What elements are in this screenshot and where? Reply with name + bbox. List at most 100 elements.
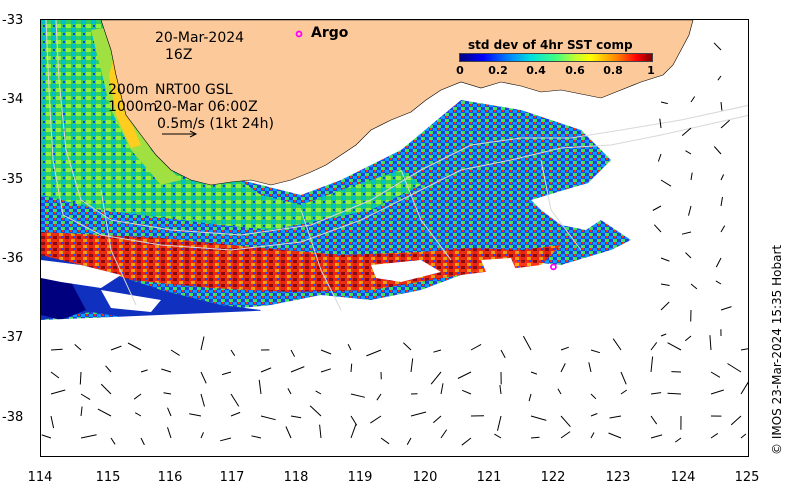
current-vector <box>410 358 414 373</box>
current-vector <box>50 389 66 395</box>
current-vector <box>251 435 262 439</box>
current-vector <box>350 363 353 373</box>
current-vector <box>161 368 172 373</box>
current-vector <box>684 335 692 342</box>
current-vector <box>530 436 540 439</box>
colorbar-tick: 0.8 <box>603 64 623 77</box>
colorbar-tick: 0.6 <box>565 64 585 77</box>
current-vector <box>140 369 148 373</box>
current-vector <box>350 393 366 398</box>
current-vector <box>380 437 390 445</box>
current-vector <box>50 348 63 351</box>
current-vector <box>41 434 52 439</box>
current-vector <box>590 393 597 400</box>
current-vector <box>189 413 202 417</box>
current-vector <box>457 371 472 379</box>
current-vector <box>557 388 562 395</box>
current-vector <box>258 379 262 395</box>
sst-map <box>41 20 748 456</box>
current-vector <box>140 437 145 446</box>
product-time: 20-Mar 06:00Z <box>154 99 258 115</box>
current-vector <box>720 225 726 233</box>
current-vector <box>50 415 55 429</box>
current-vector <box>653 224 662 233</box>
current-vector <box>500 349 506 359</box>
current-vector <box>432 415 442 424</box>
credit-text: © IMOS 23-Mar-2024 15:35 Hobart <box>770 244 784 455</box>
lon-label: 123 <box>605 470 631 485</box>
current-vector <box>80 434 97 439</box>
current-vector <box>163 392 172 395</box>
current-vector <box>667 392 682 395</box>
depth-label-1000m: 1000m <box>108 99 158 115</box>
map-area[interactable] <box>40 19 749 457</box>
current-vector <box>133 393 142 400</box>
current-vector <box>170 349 180 356</box>
current-vector <box>105 365 112 373</box>
current-vector <box>350 423 357 439</box>
current-vector <box>681 127 692 136</box>
product-label: NRT00 GSL <box>155 82 233 98</box>
current-vector <box>79 371 82 385</box>
current-vector <box>530 415 547 421</box>
current-vector <box>499 385 502 395</box>
current-vector <box>230 393 240 407</box>
current-vector <box>685 252 692 259</box>
current-vector <box>727 363 742 373</box>
current-vector <box>497 415 502 431</box>
colorbar-title: std dev of 4hr SST comp <box>468 38 633 52</box>
lat-label: -35 <box>2 172 24 187</box>
current-vector <box>667 342 682 351</box>
current-vector <box>260 367 272 373</box>
current-vector <box>200 432 204 439</box>
current-vector <box>461 437 472 446</box>
current-vector <box>650 392 662 395</box>
current-vector <box>376 393 382 401</box>
current-vector <box>167 407 172 417</box>
current-vector <box>440 429 448 439</box>
current-vector <box>494 433 502 439</box>
current-vector <box>560 363 566 373</box>
scale-label: 0.5m/s (1kt 24h) <box>157 116 274 132</box>
current-vector <box>309 405 322 417</box>
lon-label: 115 <box>95 470 121 485</box>
current-vector <box>690 283 698 290</box>
colorbar <box>459 53 653 62</box>
map-date: 20-Mar-2024 <box>155 30 245 46</box>
current-vector <box>230 349 236 356</box>
current-vector <box>715 280 722 285</box>
current-vector <box>50 371 60 379</box>
current-vector <box>403 342 412 351</box>
current-vector <box>100 383 112 395</box>
current-vector <box>690 96 696 103</box>
current-vector <box>260 415 276 421</box>
current-vector <box>200 371 207 384</box>
current-vector <box>290 366 305 373</box>
lon-label: 122 <box>540 470 566 485</box>
current-vector <box>315 390 322 395</box>
current-vector <box>320 368 332 373</box>
current-vector <box>685 150 692 155</box>
current-vector <box>620 371 627 385</box>
current-vector <box>406 437 412 446</box>
current-vectors <box>41 42 748 446</box>
colorbar-tick: 0 <box>456 64 464 77</box>
current-vector <box>80 393 91 401</box>
lon-label: 114 <box>27 470 53 485</box>
colorbar-tick: 1 <box>647 64 655 77</box>
current-vector <box>80 406 83 417</box>
current-vector <box>650 342 658 351</box>
bathymetry-contours <box>45 20 748 311</box>
current-vector <box>285 426 292 439</box>
current-vector <box>660 301 670 311</box>
current-vector <box>717 75 722 81</box>
current-vector <box>320 349 332 355</box>
current-vector <box>710 389 724 395</box>
current-vector <box>612 338 622 351</box>
current-vector <box>370 415 382 424</box>
lon-label: 120 <box>412 470 438 485</box>
current-vector <box>440 383 444 395</box>
argo-float-marker[interactable] <box>550 263 557 271</box>
current-vector <box>688 205 692 216</box>
cloud-mask <box>41 180 748 456</box>
